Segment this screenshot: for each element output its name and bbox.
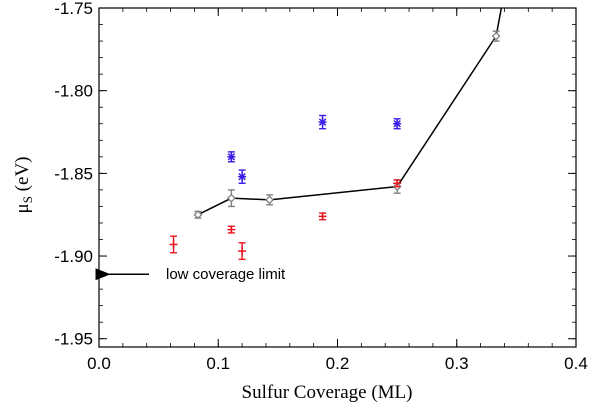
y-axis-label-unit: (eV) [12,157,33,197]
series-line [197,8,503,216]
data-point-plus [393,179,402,188]
data-point-plus [169,235,178,254]
y-tick-label: -1.90 [54,247,93,266]
y-axis-label-symbol: μ [12,203,33,213]
y-tick-label: -1.95 [54,330,93,349]
x-tick-label: 0.0 [87,354,111,373]
data-point-asterisk [238,169,247,184]
y-tick-label: -1.80 [54,82,93,101]
data-point-asterisk [227,151,236,163]
y-axis-label: μS (eV) [12,157,35,214]
y-tick-label: -1.85 [54,164,93,183]
data-point-plus [227,225,236,234]
plot-frame [98,7,577,348]
annotation-text: low coverage limit [166,266,286,283]
y-tick-label: -1.75 [54,0,93,18]
x-tick-label: 0.4 [564,354,588,373]
data-point-asterisk [393,118,402,130]
y-axis-label-subscript: S [20,196,35,203]
data-point-plus [318,212,327,221]
x-tick-label: 0.2 [326,354,350,373]
data-point-diamond [226,189,236,208]
data-point-plus [238,242,247,261]
data-point-diamond [265,194,274,206]
data-point-diamond [491,30,501,42]
data-point-diamond [193,210,203,220]
x-axis-label: Sulfur Coverage (ML) [242,382,413,403]
x-tick-label: 0.3 [445,354,469,373]
data-point-asterisk [318,114,327,130]
x-tick-label: 0.1 [206,354,230,373]
